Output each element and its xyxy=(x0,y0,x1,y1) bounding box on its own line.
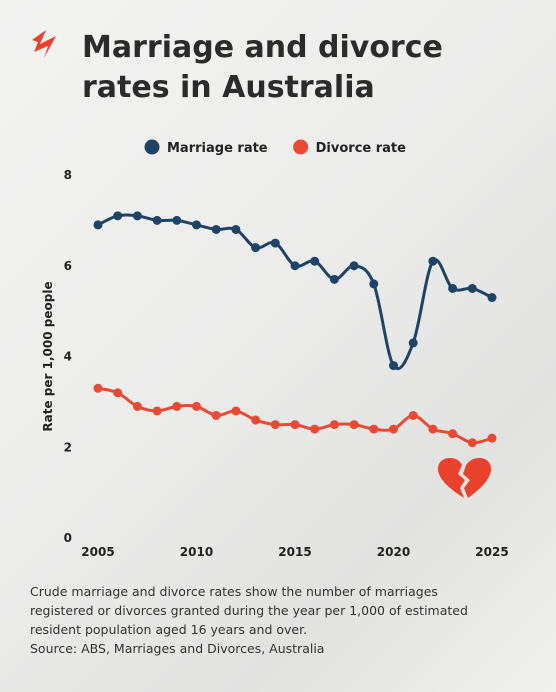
data-point xyxy=(152,406,162,416)
description: Crude marriage and divorce rates show th… xyxy=(30,584,468,637)
legend-label: Divorce rate xyxy=(316,141,407,156)
data-point xyxy=(349,261,359,271)
y-tick-label: 2 xyxy=(64,440,72,454)
logo xyxy=(32,30,56,58)
data-point xyxy=(270,238,280,248)
data-point xyxy=(408,338,418,348)
data-point xyxy=(172,401,182,411)
data-point xyxy=(231,224,241,234)
legend-marker xyxy=(144,139,160,155)
data-point xyxy=(329,274,339,284)
data-point xyxy=(113,211,123,221)
data-point xyxy=(251,415,261,425)
data-point xyxy=(369,279,379,289)
data-point xyxy=(467,438,477,448)
data-point xyxy=(408,410,418,420)
data-point xyxy=(132,211,142,221)
data-point xyxy=(349,420,359,430)
data-point xyxy=(132,401,142,411)
x-tick-label: 2005 xyxy=(81,545,114,559)
x-tick-label: 2025 xyxy=(475,545,508,559)
y-axis-label: Rate per 1,000 people xyxy=(41,281,55,431)
x-tick-label: 2020 xyxy=(377,545,410,559)
data-point xyxy=(231,406,241,416)
y-tick-label: 6 xyxy=(64,259,72,273)
data-point xyxy=(389,424,398,434)
x-tick-label: 2015 xyxy=(278,545,311,559)
source: Source: ABS, Marriages and Divorces, Aus… xyxy=(30,641,325,656)
data-point xyxy=(93,383,103,393)
data-point xyxy=(487,433,497,443)
legend-marker xyxy=(293,139,309,155)
data-point xyxy=(428,424,438,434)
chart-title: Marriage and divorce rates in Australia xyxy=(82,30,443,105)
broken-heart xyxy=(438,458,491,498)
data-point xyxy=(270,420,280,430)
data-point xyxy=(310,256,320,266)
data-point xyxy=(428,256,438,266)
data-point xyxy=(172,215,182,225)
data-point xyxy=(310,424,320,434)
data-point xyxy=(290,261,300,271)
data-point xyxy=(448,283,458,293)
y-tick-label: 8 xyxy=(64,168,72,182)
data-point xyxy=(369,424,379,434)
data-point xyxy=(192,220,201,230)
data-point xyxy=(211,410,221,420)
data-point xyxy=(290,420,300,430)
data-point xyxy=(487,293,497,303)
legend-label: Marriage rate xyxy=(167,141,268,156)
data-point xyxy=(192,401,201,411)
caption: Crude marriage and divorce rates show th… xyxy=(30,582,500,658)
data-point xyxy=(329,420,339,430)
data-point xyxy=(448,429,458,439)
data-point xyxy=(211,224,221,234)
data-point xyxy=(251,243,261,253)
data-point xyxy=(389,361,398,371)
data-point xyxy=(152,215,162,225)
data-point xyxy=(467,283,477,293)
series-line xyxy=(97,213,493,371)
series-line xyxy=(97,386,493,445)
y-tick-label: 4 xyxy=(64,350,72,364)
data-point xyxy=(113,388,123,398)
data-point xyxy=(93,220,103,230)
y-tick-label: 0 xyxy=(64,531,72,545)
x-tick-label: 2010 xyxy=(180,545,213,559)
